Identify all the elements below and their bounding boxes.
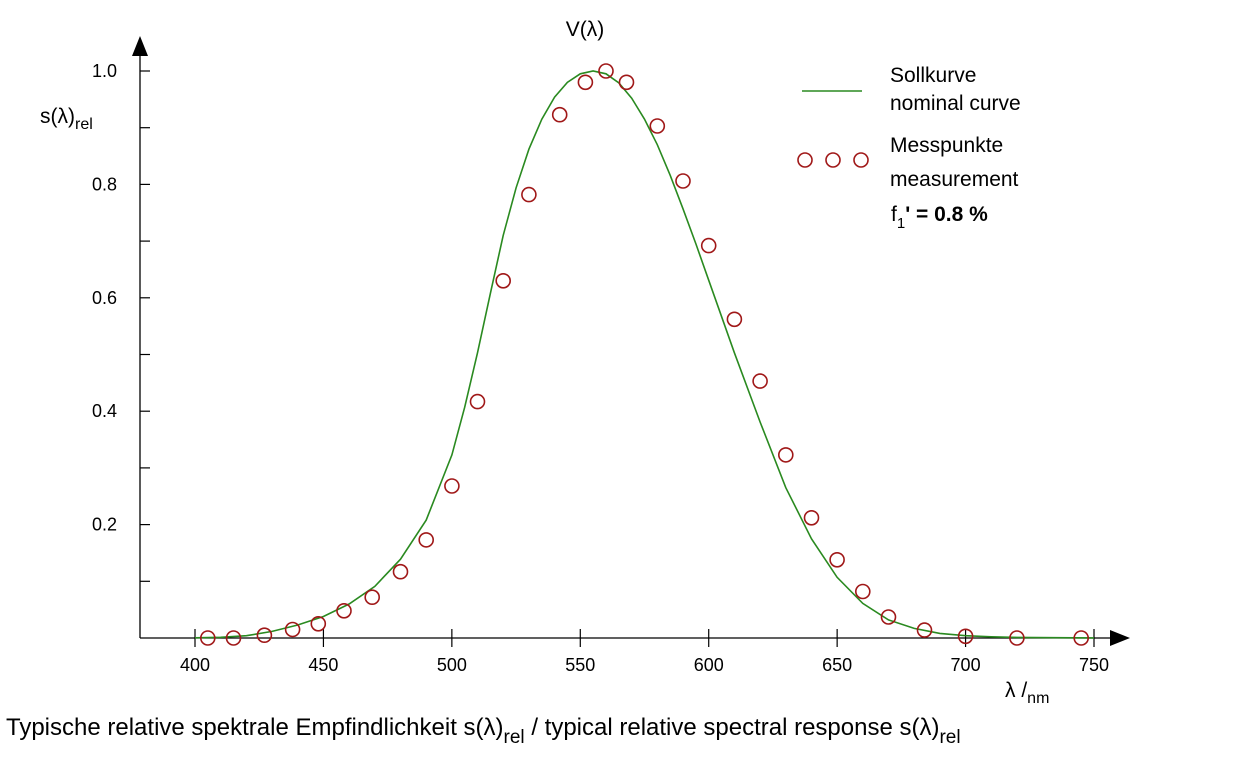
- measurement-point: [551, 106, 568, 123]
- y-tick-label: 1.0: [92, 61, 117, 81]
- legend-measurement-label-de: Messpunkte: [890, 134, 1003, 157]
- legend-nominal-label-en: nominal curve: [890, 92, 1021, 115]
- legend-measurement-marker: [825, 152, 841, 168]
- f1-symbol: f: [891, 203, 897, 226]
- measurement-point: [256, 627, 273, 644]
- measurement-point: [957, 628, 974, 645]
- y-tick-label: 0.4: [92, 401, 117, 421]
- legend-measurement-label-en: measurement: [890, 168, 1019, 191]
- x-tick-label: 400: [180, 655, 210, 675]
- measurement-point: [336, 602, 352, 619]
- caption-sub-de: rel: [504, 727, 525, 748]
- legend-measurement-marker: [797, 152, 813, 168]
- measurement-point: [392, 563, 409, 580]
- figure-caption: Typische relative spektrale Empfindlichk…: [6, 714, 961, 748]
- x-tick-label: 550: [565, 655, 595, 675]
- y-axis-arrowhead: [132, 36, 148, 56]
- measurement-point: [700, 237, 717, 254]
- measurement-point: [495, 272, 512, 289]
- measurement-point: [521, 186, 537, 203]
- measurement-point: [777, 447, 794, 463]
- x-tick-label: 500: [437, 655, 467, 675]
- measurement-point: [880, 609, 897, 625]
- x-tick-label: 750: [1079, 655, 1109, 675]
- measurement-point: [469, 393, 486, 410]
- y-axis-label-main: s(λ): [40, 105, 75, 128]
- x-tick-label: 700: [951, 655, 981, 675]
- x-axis-arrowhead: [1110, 630, 1130, 646]
- measurement-point: [200, 630, 216, 646]
- y-tick-label: 0.6: [92, 288, 117, 308]
- y-axis-ticks: 1.0 0.8 0.6 0.4 0.2: [92, 61, 150, 582]
- measurement-point: [310, 615, 327, 632]
- x-tick-label: 450: [308, 655, 338, 675]
- y-axis-label-sub: rel: [75, 116, 93, 133]
- measurement-point: [675, 173, 691, 189]
- measurement-point: [577, 74, 594, 91]
- measurement-point: [418, 532, 435, 548]
- measurement-point: [649, 118, 666, 134]
- caption-part-de: Typische relative spektrale Empfindlichk…: [6, 714, 504, 741]
- measurement-point: [803, 509, 820, 526]
- measurement-point: [752, 373, 768, 389]
- measurement-point: [225, 630, 242, 646]
- caption-part-en: / typical relative spectral response s(λ…: [525, 714, 940, 741]
- x-tick-label: 600: [694, 655, 724, 675]
- y-tick-label: 0.2: [92, 515, 117, 535]
- f1-error-annotation: f1' = 0.8 %: [891, 203, 988, 232]
- x-axis-ticks: 400 450 500 550 600 650 700 750: [180, 629, 1109, 675]
- x-axis-label: λ /nm: [1005, 679, 1049, 707]
- chart-title: V(λ): [566, 18, 605, 41]
- measurement-point: [1009, 630, 1025, 646]
- legend: Sollkurve nominal curve Messpunkte measu…: [797, 64, 1021, 232]
- measurement-point: [854, 583, 871, 600]
- measurement-point: [444, 478, 460, 494]
- y-axis-label: s(λ)rel: [40, 105, 93, 133]
- y-tick-label: 0.8: [92, 174, 117, 194]
- x-axis-label-main: λ /: [1005, 679, 1027, 702]
- measurement-point: [726, 311, 743, 328]
- f1-value: ' = 0.8 %: [905, 203, 988, 226]
- measurement-point: [618, 74, 635, 91]
- x-axis-label-sub: nm: [1027, 690, 1049, 707]
- measurement-point: [284, 621, 301, 638]
- caption-sub-en: rel: [939, 727, 960, 748]
- measurement-point: [598, 63, 614, 79]
- legend-measurement-marker: [853, 152, 869, 168]
- measurement-point: [829, 551, 845, 568]
- measurement-point: [916, 622, 933, 638]
- measurement-point: [364, 589, 381, 606]
- x-tick-label: 650: [822, 655, 852, 675]
- legend-nominal-label-de: Sollkurve: [890, 64, 976, 87]
- f1-subscript: 1: [897, 215, 905, 232]
- measurement-point: [1073, 630, 1089, 646]
- measurement-points-layer: [200, 63, 1089, 646]
